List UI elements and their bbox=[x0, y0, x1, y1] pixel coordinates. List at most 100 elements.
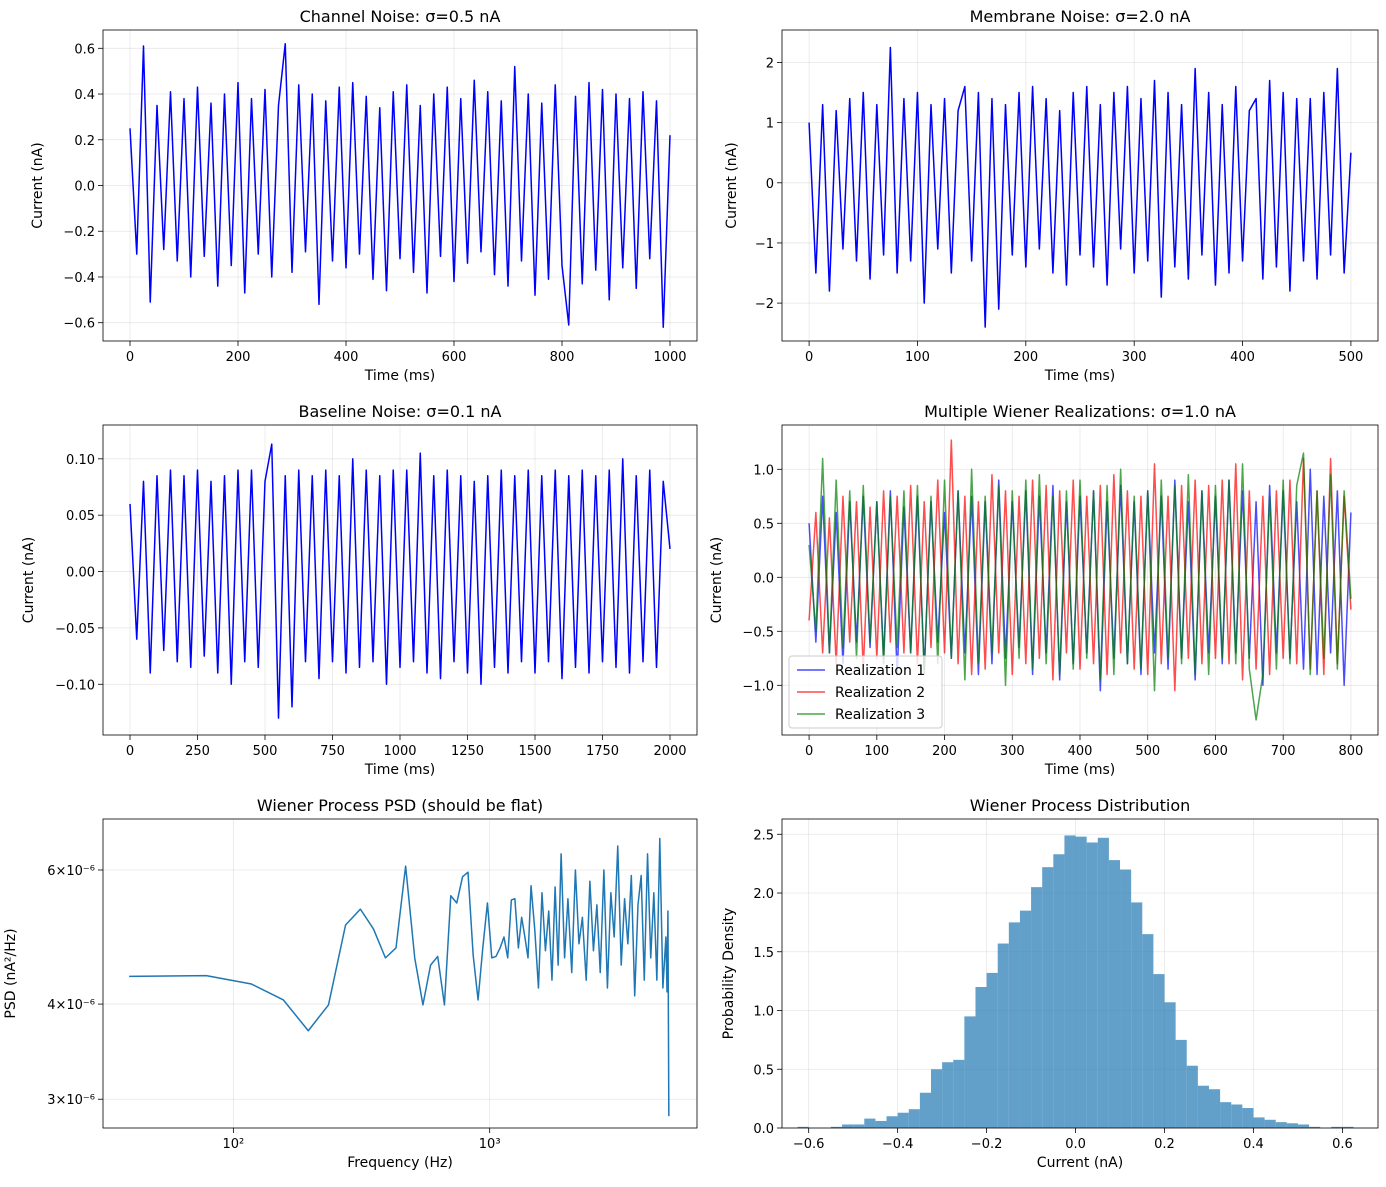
subplot-title: Wiener Process PSD (should be flat) bbox=[257, 796, 543, 815]
y-tick-label: 6×10⁻⁶ bbox=[47, 864, 95, 879]
x-tick-label: 0.0 bbox=[1065, 1137, 1086, 1152]
bar bbox=[1175, 1039, 1187, 1128]
bar bbox=[886, 1116, 898, 1128]
subplot-title: Baseline Noise: σ=0.1 nA bbox=[299, 402, 502, 421]
bar bbox=[875, 1120, 887, 1128]
legend-label: Realization 2 bbox=[835, 685, 925, 701]
bar bbox=[1253, 1117, 1265, 1128]
y-tick-label: 0.4 bbox=[74, 88, 95, 103]
plot-area bbox=[129, 443, 671, 719]
x-tick-label: 0.4 bbox=[1243, 1137, 1264, 1152]
data-line bbox=[808, 46, 1352, 328]
subplot: 0 250 500 750 1000 1250 1500 1750 2000 −0.10 −0.05… bbox=[21, 402, 698, 778]
x-tick-label: 200 bbox=[932, 744, 957, 759]
legend-box bbox=[788, 655, 943, 729]
plot-area bbox=[797, 835, 1354, 1128]
bar bbox=[1208, 1089, 1221, 1128]
bar bbox=[1120, 869, 1132, 1128]
y-tick-label: −2 bbox=[755, 297, 774, 312]
y-tick-label: 1.0 bbox=[753, 1005, 774, 1020]
x-tick-label: −0.4 bbox=[882, 1137, 914, 1152]
bar bbox=[1231, 1104, 1243, 1128]
bar bbox=[1342, 1126, 1354, 1128]
bar bbox=[1264, 1119, 1276, 1128]
y-tick-label: 0.00 bbox=[66, 566, 95, 581]
bar bbox=[1220, 1102, 1232, 1128]
bar bbox=[964, 1016, 976, 1128]
y-tick-label: 1 bbox=[766, 117, 774, 132]
legend-label: Realization 1 bbox=[835, 663, 925, 679]
bar bbox=[975, 987, 987, 1128]
bar bbox=[1053, 854, 1065, 1128]
bar bbox=[1331, 1126, 1343, 1128]
bar bbox=[953, 1059, 965, 1128]
bar bbox=[1242, 1108, 1254, 1128]
legend-label: Realization 3 bbox=[835, 707, 925, 723]
bar bbox=[1108, 860, 1121, 1128]
axes-frame bbox=[102, 29, 698, 342]
x-tick-label: 300 bbox=[1122, 350, 1147, 365]
plot-area bbox=[808, 439, 1352, 721]
bar bbox=[1197, 1085, 1209, 1128]
y-tick-label: −1 bbox=[755, 237, 774, 252]
x-tick-label: 800 bbox=[1338, 744, 1363, 759]
y-axis-label: Probability Density bbox=[721, 908, 737, 1040]
bar bbox=[897, 1112, 909, 1128]
bar bbox=[1097, 837, 1109, 1128]
y-tick-label: 1.5 bbox=[753, 946, 774, 961]
subplot: −0.6 −0.4 −0.2 0.0 0.2 0.4 0.6 0.0 0.5 1.0 1.5 2.0 2… bbox=[721, 796, 1379, 1171]
x-tick-label: −0.6 bbox=[793, 1137, 825, 1152]
subplot-title: Membrane Noise: σ=2.0 nA bbox=[970, 7, 1191, 26]
bar bbox=[942, 1062, 954, 1128]
y-tick-label: −0.2 bbox=[63, 225, 95, 240]
x-tick-label: 800 bbox=[550, 350, 575, 365]
bar bbox=[1286, 1123, 1298, 1128]
y-tick-label: 0.0 bbox=[74, 180, 95, 195]
subplot: 0 100 200 300 400 500 −2 −1 0 1 2 Membrane Noise: σ… bbox=[724, 7, 1379, 384]
x-tick-label: 400 bbox=[334, 350, 359, 365]
x-tick-label: 500 bbox=[253, 744, 278, 759]
y-tick-label: −1.0 bbox=[742, 679, 774, 694]
x-tick-label: 0 bbox=[805, 350, 813, 365]
x-tick-label: 300 bbox=[1000, 744, 1025, 759]
subplot-title: Multiple Wiener Realizations: σ=1.0 nA bbox=[924, 402, 1236, 421]
y-tick-label: 0.6 bbox=[74, 42, 95, 57]
x-tick-label: 400 bbox=[1068, 744, 1093, 759]
y-tick-label: 3×10⁻⁶ bbox=[47, 1093, 95, 1108]
x-axis-label: Frequency (Hz) bbox=[347, 1155, 453, 1171]
y-tick-label: 0.0 bbox=[753, 1122, 774, 1137]
axes-frame bbox=[781, 424, 1379, 736]
x-tick-label: 1500 bbox=[518, 744, 551, 759]
y-tick-label: 2 bbox=[766, 56, 774, 71]
x-axis-label: Time (ms) bbox=[1044, 762, 1116, 778]
y-tick-label: 0.0 bbox=[753, 571, 774, 586]
x-tick-label: 0 bbox=[126, 744, 134, 759]
x-tick-label: 10² bbox=[222, 1137, 244, 1152]
bar bbox=[986, 972, 998, 1128]
x-tick-label: 1250 bbox=[451, 744, 484, 759]
axes-frame bbox=[102, 424, 698, 736]
axes-frame bbox=[781, 818, 1379, 1129]
bar bbox=[1142, 934, 1154, 1128]
subplot: 10² 10³ 3×10⁻⁶ 4×10⁻⁶ 6×10⁻⁶ Wiener Process P… bbox=[3, 796, 698, 1171]
bar bbox=[864, 1118, 876, 1128]
axes-frame bbox=[781, 29, 1379, 342]
x-tick-label: 750 bbox=[320, 744, 345, 759]
x-tick-label: 700 bbox=[1271, 744, 1296, 759]
x-tick-label: 0 bbox=[805, 744, 813, 759]
x-tick-label: 500 bbox=[1338, 350, 1363, 365]
data-line bbox=[129, 443, 671, 719]
subplot: 0 100 200 300 400 500 600 700 800 −1.0 −0.5 0.0 0.5 1… bbox=[709, 402, 1379, 778]
bar bbox=[1031, 887, 1043, 1128]
y-tick-label: 0.5 bbox=[753, 517, 774, 532]
bar bbox=[1019, 910, 1032, 1128]
bar bbox=[1186, 1065, 1198, 1128]
data-line bbox=[808, 452, 1352, 721]
subplot-title: Wiener Process Distribution bbox=[970, 796, 1191, 815]
x-tick-label: 500 bbox=[1135, 744, 1160, 759]
x-tick-label: −0.2 bbox=[971, 1137, 1003, 1152]
x-tick-label: 100 bbox=[864, 744, 889, 759]
x-axis-label: Time (ms) bbox=[364, 762, 436, 778]
y-tick-label: 2.0 bbox=[753, 887, 774, 902]
